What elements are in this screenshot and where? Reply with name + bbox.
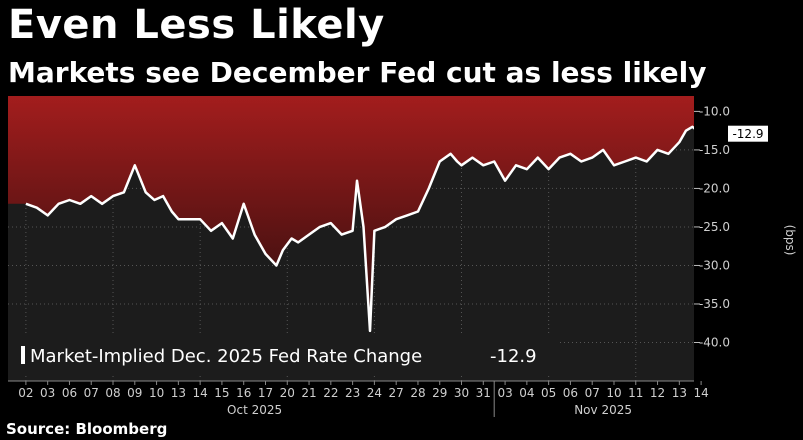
x-tick-label: 16 — [236, 386, 251, 400]
last-value-marker: -12.9 — [728, 125, 768, 142]
x-tick-label: 10 — [606, 386, 621, 400]
legend-series-name: Market-Implied Dec. 2025 Fed Rate Change — [30, 346, 422, 367]
x-month-label: Oct 2025 — [227, 403, 282, 417]
x-tick-label: 21 — [301, 386, 316, 400]
y-axis-label: (bps) — [783, 225, 797, 256]
y-axis: -10.0 -15.0 -20.0 -25.0 -30.0 -35.0 -40.0 — [694, 104, 730, 349]
x-tick-label: 08 — [105, 386, 120, 400]
x-tick-label: 06 — [62, 386, 77, 400]
legend-series-value: -12.9 — [490, 346, 537, 367]
series-line — [25, 125, 694, 333]
x-tick-label: 28 — [410, 386, 425, 400]
x-tick-label: 14 — [693, 386, 708, 400]
x-tick-label: 31 — [476, 386, 491, 400]
x-tick-label: 10 — [149, 386, 164, 400]
x-tick-label: 23 — [345, 386, 360, 400]
x-tick-label: 14 — [193, 386, 208, 400]
source-note: Source: Bloomberg — [6, 420, 168, 438]
x-tick-label: 09 — [127, 386, 142, 400]
legend: Market-Implied Dec. 2025 Fed Rate Change… — [8, 336, 558, 376]
x-tick-label: 03 — [40, 386, 55, 400]
x-tick-label: 03 — [497, 386, 512, 400]
last-value-label: -12.9 — [732, 127, 763, 141]
x-tick-label: 07 — [84, 386, 99, 400]
x-tick-label: 02 — [18, 386, 33, 400]
legend-swatch — [21, 346, 25, 364]
x-tick-label: 29 — [432, 386, 447, 400]
chart-title: Even Less Likely — [8, 2, 385, 48]
x-tick-label: 04 — [519, 386, 534, 400]
x-tick-label: 30 — [454, 386, 469, 400]
y-tick-label: -40.0 — [699, 335, 730, 349]
x-tick-label: 20 — [280, 386, 295, 400]
y-tick-label: -15.0 — [699, 143, 730, 157]
x-tick-label: 24 — [367, 386, 382, 400]
y-tick-label: -20.0 — [699, 181, 730, 195]
x-tick-label: 12 — [650, 386, 665, 400]
y-tick-label: -30.0 — [699, 258, 730, 272]
x-tick-label: 13 — [171, 386, 186, 400]
series-area-fill — [8, 96, 694, 331]
x-tick-label: 17 — [258, 386, 273, 400]
y-tick-label: -35.0 — [699, 297, 730, 311]
x-tick-label: 13 — [672, 386, 687, 400]
x-tick-label: 15 — [214, 386, 229, 400]
x-axis: 02 03 06 07 08 09 10 13 14 15 16 17 20 21 22 23 24 27 28 29… — [8, 380, 709, 417]
y-tick-label: -25.0 — [699, 220, 730, 234]
x-month-label: Nov 2025 — [574, 403, 632, 417]
y-tick-label: -10.0 — [699, 104, 730, 118]
chart-subtitle: Markets see December Fed cut as less lik… — [8, 56, 707, 89]
x-tick-label: 05 — [541, 386, 556, 400]
x-tick-label: 22 — [323, 386, 338, 400]
x-tick-label: 07 — [585, 386, 600, 400]
x-tick-label: 27 — [389, 386, 404, 400]
x-tick-label: 06 — [563, 386, 578, 400]
x-tick-label: 11 — [628, 386, 643, 400]
